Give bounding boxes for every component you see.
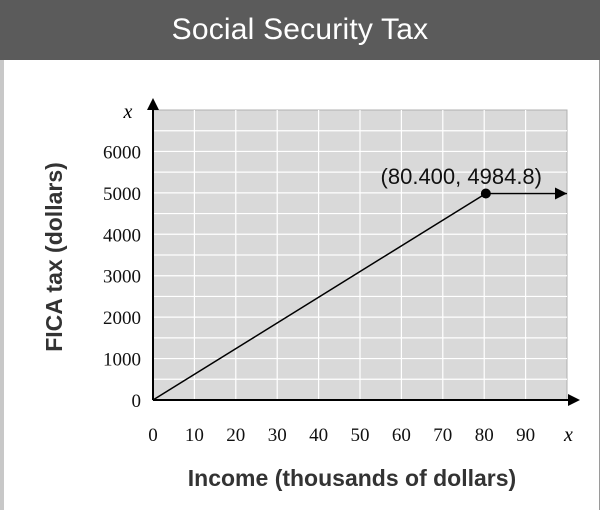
y-tick-label: 2000 [103, 308, 141, 329]
y-axis-arrowhead [147, 98, 159, 110]
y-tick-label: 1000 [103, 350, 141, 371]
x-tick-label: 80 [475, 425, 494, 446]
series [152, 187, 567, 401]
x-axis-label: Income (thousands of dollars) [188, 465, 516, 491]
point-annotation: (80.400, 4984.8) [381, 164, 542, 189]
x-tick-label: 50 [351, 425, 370, 446]
x-tick-label: 30 [268, 425, 287, 446]
x-axis-letter: x [563, 424, 573, 446]
y-axis-letter: x [123, 101, 133, 123]
x-tick-label: 40 [309, 425, 328, 446]
y-tick-label: 0 [132, 391, 142, 412]
x-tick-label: 10 [185, 425, 204, 446]
x-tick-label: 60 [392, 425, 411, 446]
left-border [0, 60, 4, 510]
x-tick-label: 20 [226, 425, 245, 446]
chart-title: Social Security Tax [171, 13, 429, 46]
title-bar: Social Security Tax [0, 0, 600, 60]
axes [147, 98, 580, 406]
series-line-rising [152, 192, 487, 401]
series-arrowhead [555, 187, 567, 200]
y-tick-label: 3000 [103, 267, 141, 288]
y-tick-label: 6000 [103, 142, 141, 163]
x-axis-arrowhead [568, 394, 580, 406]
x-tick-label: 70 [433, 425, 452, 446]
tick-labels: 0 10 20 30 40 50 60 70 80 90 0 1000 2000 3000 4000 5000… [103, 142, 535, 446]
y-tick-label: 5000 [103, 184, 141, 205]
y-axis-label: FICA tax (dollars) [41, 162, 67, 352]
data-point-marker [480, 188, 491, 199]
grid [153, 110, 567, 400]
x-tick-label: 90 [516, 425, 535, 446]
y-tick-label: 4000 [103, 225, 141, 246]
x-tick-label: 0 [148, 425, 158, 446]
